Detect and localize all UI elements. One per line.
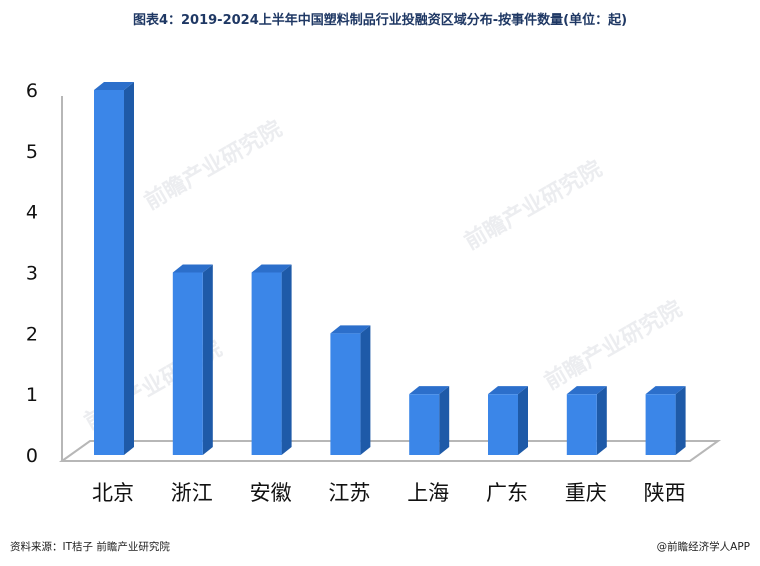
watermark-text: 前瞻产业研究院 bbox=[140, 116, 286, 216]
brand-credit: @前瞻经济学人APP bbox=[656, 541, 750, 553]
bar-top bbox=[330, 325, 371, 334]
bar-top bbox=[94, 82, 134, 90]
bar-front bbox=[251, 272, 282, 455]
bar bbox=[94, 82, 134, 455]
bar-front bbox=[94, 90, 124, 455]
bar-front bbox=[330, 333, 361, 455]
bar-top bbox=[566, 386, 607, 395]
bar bbox=[488, 386, 528, 455]
bar-top bbox=[251, 264, 292, 273]
bar-front bbox=[566, 394, 597, 455]
x-category-label: 江苏 bbox=[328, 481, 370, 505]
x-axis-labels: 北京 浙江 安徽 江苏 上海 广东 重庆 陕西 bbox=[92, 481, 686, 505]
y-tick-label: 4 bbox=[26, 202, 38, 224]
bar-front bbox=[645, 394, 676, 455]
bar bbox=[330, 325, 371, 455]
bar bbox=[409, 386, 450, 455]
watermark-text: 前瞻产业研究院 bbox=[540, 296, 686, 396]
x-category-label: 浙江 bbox=[171, 481, 213, 505]
chart-title: 图表4：2019-2024上半年中国塑料制品行业投融资区域分布-按事件数量(单位… bbox=[132, 13, 628, 28]
bar-side bbox=[675, 386, 686, 455]
bar bbox=[251, 264, 292, 455]
bar-side bbox=[124, 82, 134, 455]
y-axis: 0 1 2 3 4 5 6 bbox=[26, 80, 63, 467]
bar bbox=[566, 386, 607, 455]
y-tick-label: 3 bbox=[26, 263, 38, 285]
floor-plane bbox=[58, 440, 722, 462]
bar-side bbox=[202, 264, 213, 455]
source-note: 资料来源：IT桔子 前瞻产业研究院 bbox=[10, 541, 170, 553]
bar-side bbox=[518, 386, 528, 455]
y-tick-label: 6 bbox=[26, 80, 38, 102]
y-tick-label: 1 bbox=[26, 384, 38, 406]
bar bbox=[172, 264, 213, 455]
x-category-label: 重庆 bbox=[565, 481, 607, 505]
bar-front bbox=[488, 394, 518, 455]
bar bbox=[645, 386, 686, 455]
y-tick-label: 5 bbox=[26, 141, 38, 163]
bar-top bbox=[488, 386, 528, 395]
chart-floor bbox=[58, 440, 722, 462]
bar-side bbox=[596, 386, 607, 455]
y-tick-label: 2 bbox=[26, 323, 38, 345]
x-category-label: 陕西 bbox=[644, 481, 686, 505]
bar-side bbox=[281, 264, 292, 455]
bar-side bbox=[439, 386, 450, 455]
x-category-label: 北京 bbox=[92, 481, 134, 505]
bar-front bbox=[409, 394, 440, 455]
bar-side bbox=[360, 325, 371, 455]
x-category-label: 广东 bbox=[486, 481, 528, 505]
bar-front bbox=[172, 272, 203, 455]
bar-top bbox=[645, 386, 686, 395]
bar-top bbox=[409, 386, 450, 395]
x-category-label: 安徽 bbox=[250, 481, 292, 505]
y-tick-label: 0 bbox=[26, 445, 38, 467]
watermark-text: 前瞻产业研究院 bbox=[460, 156, 606, 256]
bar-top bbox=[172, 264, 213, 273]
x-category-label: 上海 bbox=[407, 481, 449, 505]
bars bbox=[94, 82, 686, 455]
